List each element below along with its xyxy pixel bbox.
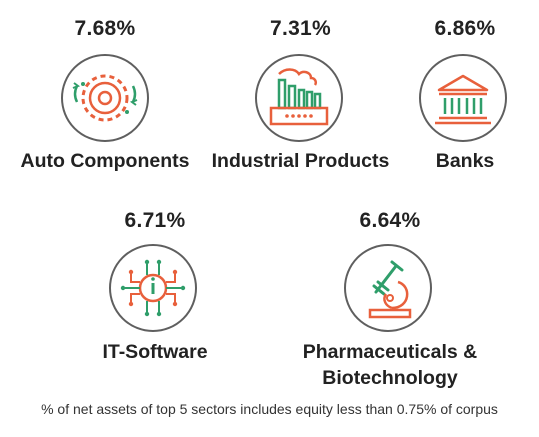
- sector-pharmaceuticals-biotechnology: 6.64% Pharmaceuticals & Biotechnology: [280, 190, 500, 400]
- sector-name: Auto Components: [20, 150, 190, 172]
- sector-percent: 7.31%: [269, 17, 332, 40]
- sector-icon-circle: [419, 54, 507, 142]
- microchip-icon: [120, 259, 186, 317]
- factory-icon: [269, 68, 329, 126]
- sector-name-line-1: Pharmaceuticals &: [302, 341, 478, 363]
- sector-icon-circle: [255, 54, 343, 142]
- sector-name: IT-Software: [102, 341, 208, 363]
- sector-name: Industrial Products: [211, 150, 390, 172]
- sector-percent: 6.64%: [359, 209, 421, 232]
- sector-percent: 7.68%: [74, 17, 136, 40]
- sector-auto-components: 7.68% Auto Components: [10, 0, 200, 185]
- sector-name: Banks: [435, 150, 495, 172]
- sector-percent: 6.71%: [124, 209, 186, 232]
- sector-banks: 6.86% Banks: [400, 0, 530, 185]
- gear-icon: [72, 74, 138, 122]
- sector-it-software: 6.71% IT-Softwa: [60, 190, 250, 375]
- sector-icon-circle: [61, 54, 149, 142]
- sector-percent: 6.86%: [434, 17, 496, 40]
- sector-industrial-products: 7.31% Industrial Products: [203, 0, 398, 185]
- sector-icon-circle: [109, 244, 197, 332]
- microscope-icon: [368, 260, 412, 319]
- footnote: % of net assets of top 5 sectors include…: [41, 401, 498, 417]
- bank-icon: [435, 74, 491, 125]
- sector-icon-circle: [344, 244, 432, 332]
- sector-name-line-2: Biotechnology: [322, 367, 458, 389]
